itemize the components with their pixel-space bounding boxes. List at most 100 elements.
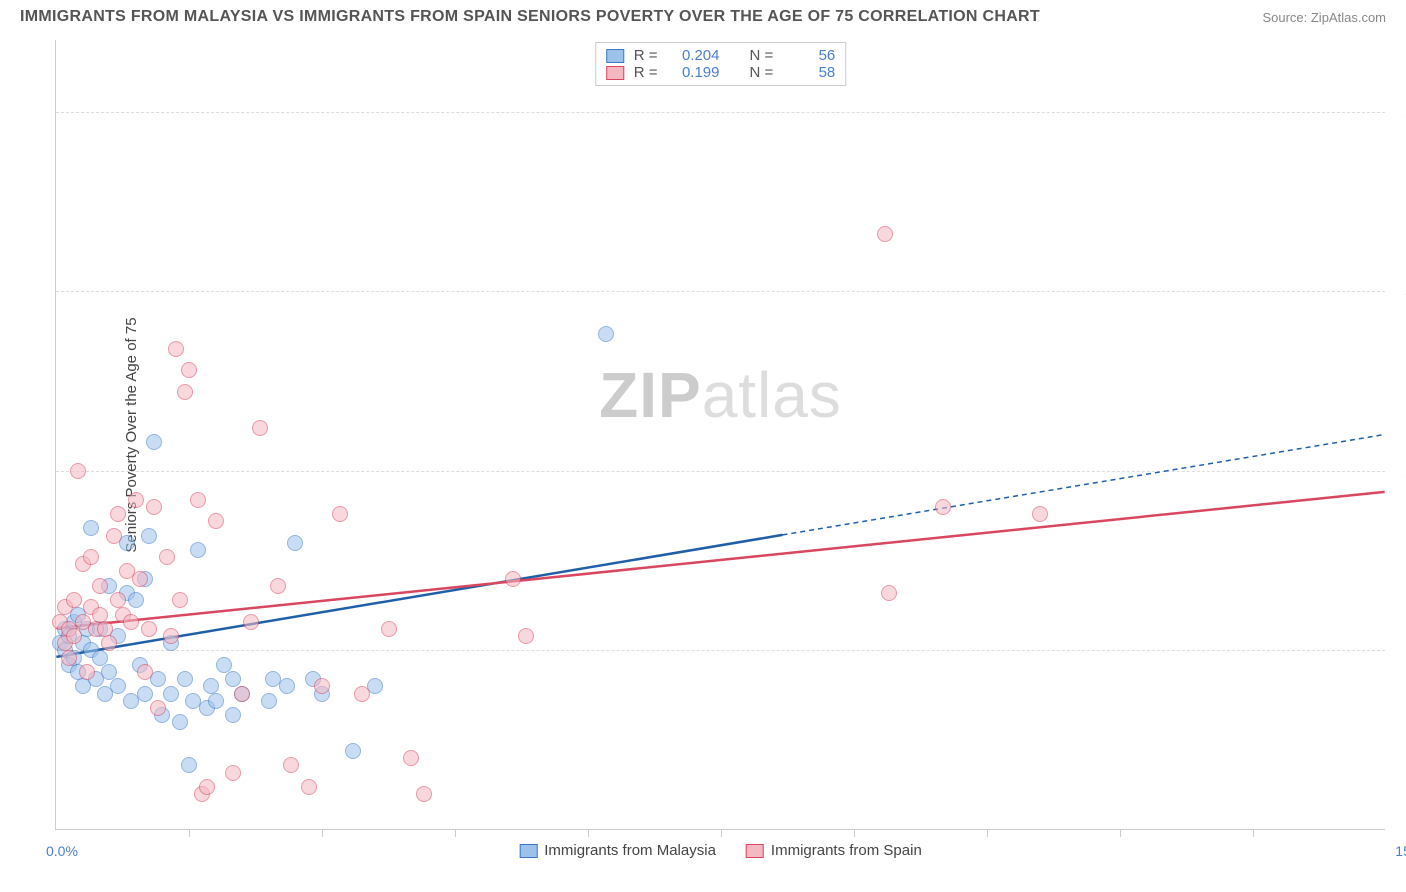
data-point-spain bbox=[270, 578, 286, 594]
data-point-spain bbox=[79, 664, 95, 680]
data-point-malaysia bbox=[177, 671, 193, 687]
x-max-label: 15.0% bbox=[1395, 843, 1406, 859]
data-point-spain bbox=[146, 499, 162, 515]
data-point-spain bbox=[70, 463, 86, 479]
data-point-spain bbox=[1032, 506, 1048, 522]
n-label: N = bbox=[750, 64, 774, 81]
data-point-spain bbox=[172, 592, 188, 608]
trend-line-dash-malaysia bbox=[782, 435, 1384, 535]
data-point-spain bbox=[252, 420, 268, 436]
data-point-spain bbox=[177, 384, 193, 400]
data-point-spain bbox=[518, 628, 534, 644]
data-point-spain bbox=[168, 341, 184, 357]
trend-line-spain bbox=[56, 492, 1384, 628]
watermark: ZIPatlas bbox=[599, 358, 842, 432]
data-point-malaysia bbox=[345, 743, 361, 759]
data-point-malaysia bbox=[190, 542, 206, 558]
data-point-spain bbox=[314, 678, 330, 694]
legend-swatch-malaysia bbox=[519, 844, 537, 858]
data-point-malaysia bbox=[110, 678, 126, 694]
x-tick bbox=[189, 829, 190, 837]
grid-line: 12.5% bbox=[56, 650, 1385, 651]
data-point-spain bbox=[66, 592, 82, 608]
data-point-spain bbox=[92, 578, 108, 594]
data-point-spain bbox=[283, 757, 299, 773]
y-tick-label: 25.0% bbox=[1390, 464, 1406, 480]
data-point-spain bbox=[301, 779, 317, 795]
data-point-spain bbox=[199, 779, 215, 795]
data-point-spain bbox=[137, 664, 153, 680]
data-point-spain bbox=[881, 585, 897, 601]
legend-swatch-spain bbox=[746, 844, 764, 858]
data-point-spain bbox=[150, 700, 166, 716]
data-point-malaysia bbox=[261, 693, 277, 709]
data-point-malaysia bbox=[279, 678, 295, 694]
data-point-spain bbox=[208, 513, 224, 529]
n-value: 56 bbox=[783, 47, 835, 64]
swatch-spain bbox=[606, 66, 624, 80]
data-point-malaysia bbox=[92, 650, 108, 666]
stats-row-malaysia: R = 0.204 N = 56 bbox=[606, 47, 836, 64]
y-axis-title: Seniors Poverty Over the Age of 75 bbox=[123, 317, 140, 552]
data-point-malaysia bbox=[83, 520, 99, 536]
data-point-spain bbox=[332, 506, 348, 522]
data-point-spain bbox=[101, 635, 117, 651]
data-point-malaysia bbox=[287, 535, 303, 551]
x-min-label: 0.0% bbox=[46, 843, 78, 859]
data-point-malaysia bbox=[216, 657, 232, 673]
data-point-malaysia bbox=[225, 671, 241, 687]
data-point-spain bbox=[181, 362, 197, 378]
data-point-spain bbox=[66, 628, 82, 644]
data-point-spain bbox=[381, 621, 397, 637]
x-tick bbox=[987, 829, 988, 837]
x-tick bbox=[1120, 829, 1121, 837]
y-tick-label: 12.5% bbox=[1390, 643, 1406, 659]
data-point-malaysia bbox=[598, 326, 614, 342]
x-tick bbox=[721, 829, 722, 837]
data-point-spain bbox=[159, 549, 175, 565]
data-point-malaysia bbox=[101, 664, 117, 680]
data-point-malaysia bbox=[181, 757, 197, 773]
data-point-spain bbox=[416, 786, 432, 802]
bottom-legend: Immigrants from Malaysia Immigrants from … bbox=[519, 842, 922, 859]
data-point-malaysia bbox=[141, 528, 157, 544]
data-point-spain bbox=[83, 549, 99, 565]
legend-item-malaysia: Immigrants from Malaysia bbox=[519, 842, 716, 859]
stats-box: R = 0.204 N = 56 R = 0.199 N = 58 bbox=[595, 42, 847, 86]
data-point-spain bbox=[61, 650, 77, 666]
data-point-malaysia bbox=[137, 686, 153, 702]
data-point-malaysia bbox=[225, 707, 241, 723]
data-point-malaysia bbox=[146, 434, 162, 450]
y-tick-label: 37.5% bbox=[1390, 284, 1406, 300]
data-point-spain bbox=[123, 614, 139, 630]
chart-area: ZIPatlas Seniors Poverty Over the Age of… bbox=[55, 40, 1385, 830]
data-point-spain bbox=[243, 614, 259, 630]
legend-item-spain: Immigrants from Spain bbox=[746, 842, 922, 859]
grid-line: 50.0% bbox=[56, 112, 1385, 113]
r-value: 0.204 bbox=[668, 47, 720, 64]
data-point-spain bbox=[403, 750, 419, 766]
data-point-spain bbox=[132, 571, 148, 587]
x-tick bbox=[455, 829, 456, 837]
r-value: 0.199 bbox=[668, 64, 720, 81]
data-point-spain bbox=[141, 621, 157, 637]
x-tick bbox=[588, 829, 589, 837]
source-label: Source: ZipAtlas.com bbox=[1262, 10, 1386, 25]
data-point-spain bbox=[935, 499, 951, 515]
n-value: 58 bbox=[783, 64, 835, 81]
r-label: R = bbox=[634, 47, 658, 64]
stats-row-spain: R = 0.199 N = 58 bbox=[606, 64, 836, 81]
x-tick bbox=[322, 829, 323, 837]
data-point-malaysia bbox=[172, 714, 188, 730]
data-point-malaysia bbox=[208, 693, 224, 709]
data-point-spain bbox=[110, 506, 126, 522]
data-point-spain bbox=[354, 686, 370, 702]
grid-line: 25.0% bbox=[56, 471, 1385, 472]
x-tick bbox=[854, 829, 855, 837]
legend-label: Immigrants from Spain bbox=[771, 842, 922, 859]
n-label: N = bbox=[750, 47, 774, 64]
data-point-spain bbox=[234, 686, 250, 702]
data-point-spain bbox=[106, 528, 122, 544]
r-label: R = bbox=[634, 64, 658, 81]
x-tick bbox=[1253, 829, 1254, 837]
